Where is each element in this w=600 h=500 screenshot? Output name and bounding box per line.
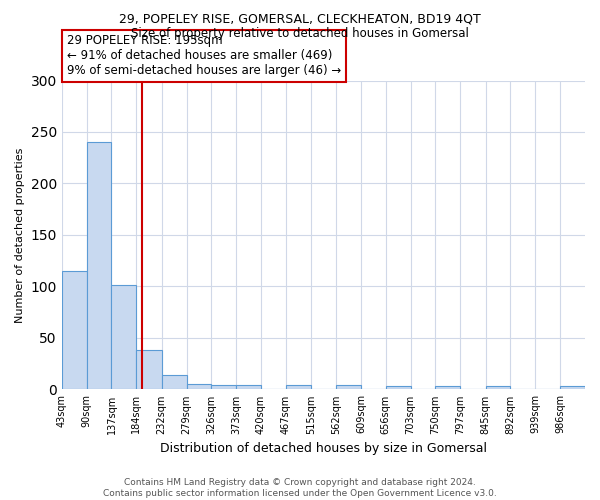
Bar [436, 386, 460, 390]
Text: Contains HM Land Registry data © Crown copyright and database right 2024.
Contai: Contains HM Land Registry data © Crown c… [103, 478, 497, 498]
Text: Size of property relative to detached houses in Gomersal: Size of property relative to detached ho… [131, 28, 469, 40]
Y-axis label: Number of detached properties: Number of detached properties [15, 148, 25, 322]
Bar [62, 271, 86, 390]
Bar [112, 286, 136, 390]
Bar [211, 386, 236, 390]
Bar [386, 386, 410, 390]
Bar [236, 386, 261, 390]
Bar [136, 350, 161, 390]
X-axis label: Distribution of detached houses by size in Gomersal: Distribution of detached houses by size … [160, 442, 487, 455]
Bar [336, 386, 361, 390]
Bar [86, 142, 112, 390]
Bar [161, 375, 187, 390]
Text: 29 POPELEY RISE: 195sqm
← 91% of detached houses are smaller (469)
9% of semi-de: 29 POPELEY RISE: 195sqm ← 91% of detache… [67, 34, 341, 78]
Bar [485, 386, 511, 390]
Bar [286, 386, 311, 390]
Bar [187, 384, 211, 390]
Bar [560, 386, 585, 390]
Text: 29, POPELEY RISE, GOMERSAL, CLECKHEATON, BD19 4QT: 29, POPELEY RISE, GOMERSAL, CLECKHEATON,… [119, 12, 481, 26]
